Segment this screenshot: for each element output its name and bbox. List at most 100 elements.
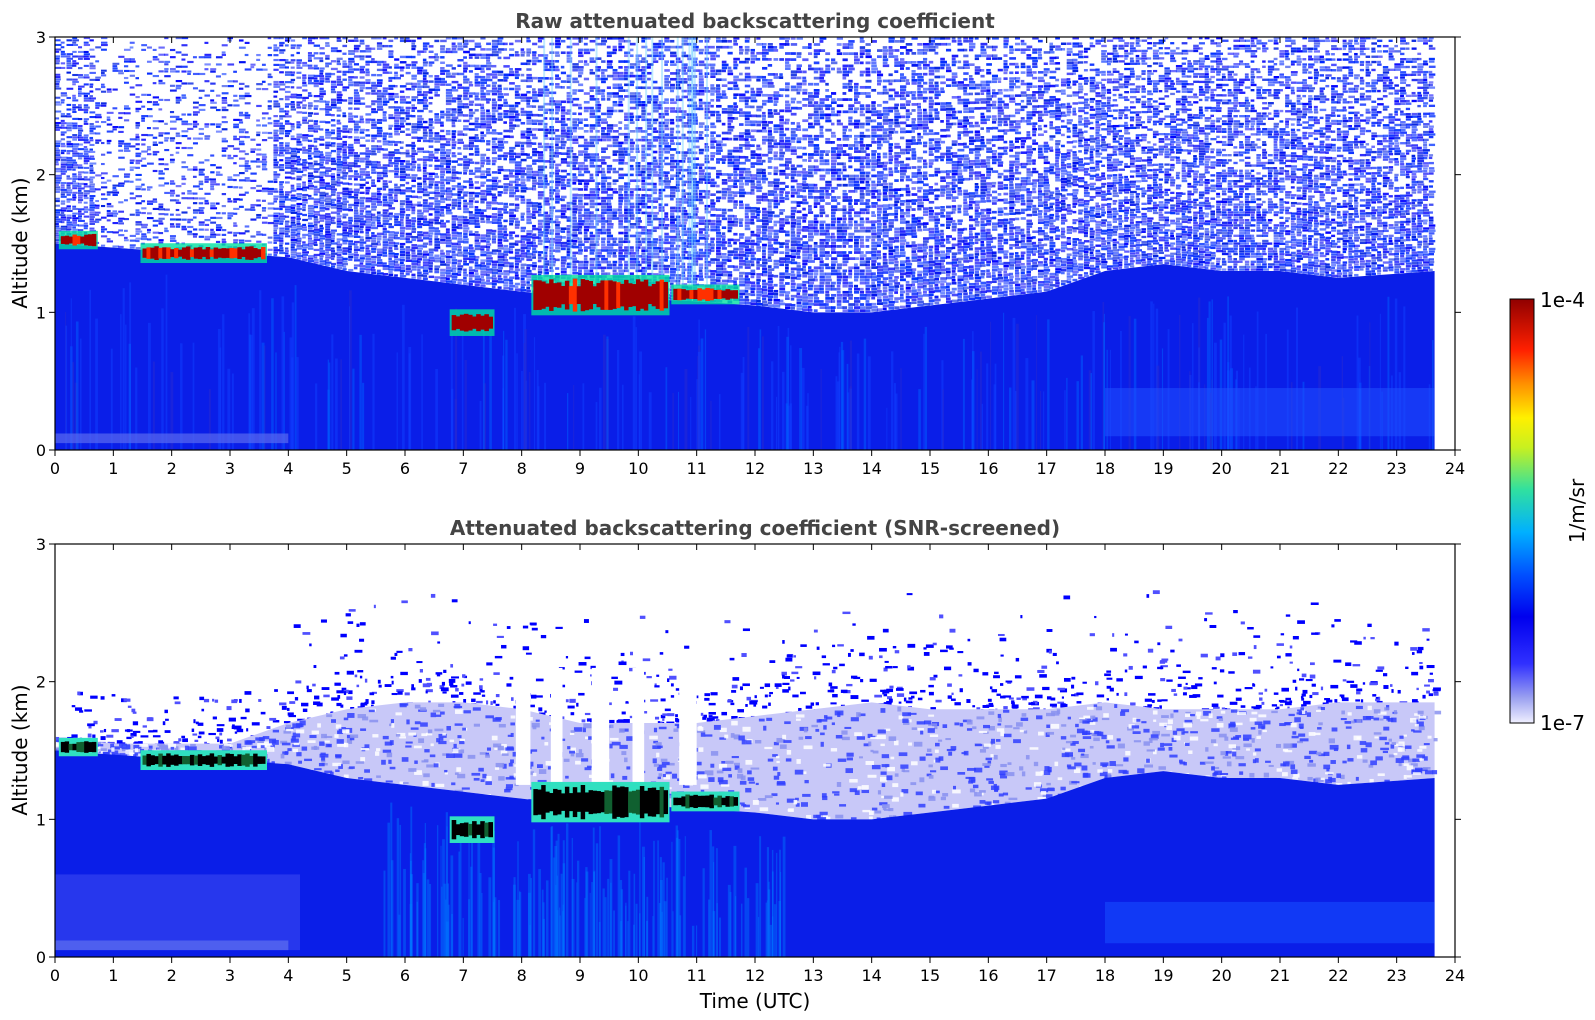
raw-noise-cell — [388, 212, 393, 215]
raw-noise-cell — [123, 145, 131, 148]
raw-noise-cell — [227, 212, 234, 215]
raw-noise-cell — [434, 94, 440, 97]
raw-noise-cell — [417, 250, 422, 253]
raw-noise-cell — [388, 270, 393, 274]
raw-noise-cell — [307, 129, 315, 132]
raw-noise-cell — [307, 222, 313, 225]
raw-noise-cell — [440, 80, 447, 84]
raw-noise-cell — [175, 101, 180, 104]
raw-noise-cell — [549, 266, 553, 270]
raw-noise-cell — [353, 235, 361, 238]
raw-noise-cell — [325, 241, 332, 244]
raw-noise-cell — [543, 57, 548, 60]
raw-noise-cell — [388, 191, 394, 194]
raw-noise-cell — [284, 198, 292, 201]
raw-noise-cell — [526, 85, 532, 88]
raw-noise-cell — [595, 77, 602, 81]
raw-noise-cell — [422, 183, 427, 186]
raw-noise-cell — [238, 87, 244, 90]
raw-noise-cell — [89, 167, 94, 170]
raw-noise-cell — [319, 234, 326, 238]
raw-noise-cell — [497, 241, 503, 245]
raw-noise-cell — [141, 138, 146, 141]
raw-noise-cell — [141, 223, 148, 226]
raw-noise-cell — [238, 186, 243, 189]
raw-noise-cell — [532, 261, 537, 265]
raw-noise-cell — [549, 194, 553, 198]
raw-noise-cell — [273, 200, 278, 203]
raw-noise-cell — [382, 87, 389, 90]
raw-noise-cell — [77, 196, 83, 199]
raw-noise-cell — [428, 55, 436, 59]
raw-noise-cell — [371, 268, 376, 272]
raw-noise-cell — [503, 48, 508, 51]
raw-noise-cell — [169, 225, 175, 228]
raw-noise-cell — [210, 101, 217, 104]
raw-noise-cell — [537, 202, 542, 206]
raw-noise-cell — [146, 72, 153, 75]
raw-noise-cell — [123, 175, 130, 178]
raw-noise-cell — [417, 66, 424, 70]
raw-noise-cell — [359, 42, 365, 45]
raw-noise-cell — [618, 42, 622, 46]
raw-noise-cell — [330, 239, 335, 243]
raw-noise-cell — [411, 203, 418, 207]
raw-noise-cell — [520, 150, 525, 153]
raw-noise-cell — [578, 150, 585, 153]
raw-noise-cell — [451, 130, 457, 133]
raw-noise-cell — [60, 131, 67, 134]
raw-noise-cell — [72, 134, 78, 137]
raw-noise-cell — [118, 149, 124, 152]
raw-noise-cell — [509, 234, 513, 237]
raw-noise-cell — [376, 166, 383, 169]
raw-noise-cell — [618, 231, 624, 235]
raw-noise-cell — [273, 178, 278, 181]
raw-noise-cell — [451, 165, 457, 169]
raw-noise-cell — [89, 208, 95, 212]
raw-noise-cell — [509, 279, 513, 282]
raw-noise-cell — [583, 240, 589, 244]
raw-noise-cell — [583, 231, 588, 235]
raw-noise-cell — [382, 169, 388, 172]
raw-noise-cell — [520, 218, 525, 221]
raw-noise-cell — [66, 113, 71, 116]
raw-noise-cell — [290, 135, 295, 138]
raw-noise-cell — [394, 111, 401, 115]
raw-noise-cell — [256, 216, 261, 219]
raw-noise-cell — [480, 123, 486, 126]
raw-noise-cell — [394, 74, 399, 77]
raw-noise-cell — [336, 259, 344, 262]
raw-noise-cell — [89, 201, 95, 205]
raw-noise-cell — [411, 273, 416, 277]
raw-noise-cell — [284, 215, 290, 218]
raw-noise-cell — [543, 142, 549, 146]
raw-noise-cell — [256, 87, 262, 91]
raw-noise-cell — [549, 232, 554, 235]
raw-noise-cell — [55, 103, 62, 106]
raw-noise-cell — [273, 197, 279, 201]
raw-noise-cell — [60, 168, 66, 171]
raw-noise-cell — [55, 170, 62, 173]
raw-noise-cell — [394, 266, 401, 269]
raw-noise-cell — [342, 151, 347, 154]
raw-noise-cell — [399, 173, 407, 176]
raw-noise-cell — [555, 186, 559, 190]
raw-noise-cell — [296, 140, 302, 144]
raw-noise-cell — [342, 78, 347, 81]
raw-noise-cell — [192, 113, 198, 116]
raw-noise-cell — [606, 252, 613, 255]
raw-noise-cell — [319, 181, 326, 184]
raw-noise-cell — [566, 51, 573, 55]
raw-noise-cell — [192, 123, 200, 126]
raw-noise-cell — [417, 233, 424, 237]
raw-noise-cell — [468, 258, 476, 261]
raw-noise-cell — [325, 151, 332, 155]
raw-noise-cell — [549, 189, 556, 192]
raw-noise-cell — [77, 187, 85, 190]
raw-noise-cell — [279, 212, 284, 216]
raw-noise-cell — [606, 182, 612, 185]
raw-noise-cell — [440, 159, 447, 163]
raw-noise-cell — [606, 138, 612, 142]
raw-noise-cell — [417, 85, 424, 88]
raw-noise-cell — [618, 191, 623, 194]
